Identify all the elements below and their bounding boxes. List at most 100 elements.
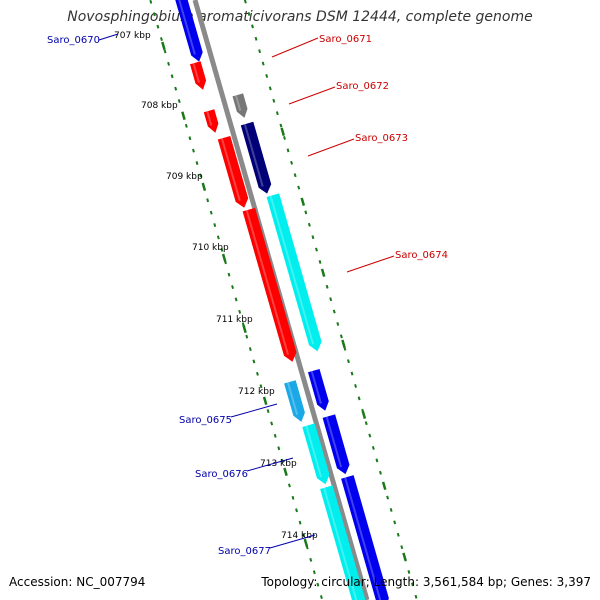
gene-feature-highlight	[310, 370, 322, 404]
tick-mark	[316, 582, 320, 587]
scale-label: 709 kbp	[166, 172, 203, 182]
tick-mark	[312, 570, 316, 575]
tick-marks	[149, 0, 418, 600]
gene-feature-arrow[interactable]	[232, 93, 248, 118]
tick-mark	[255, 371, 259, 376]
tick-mark	[277, 446, 281, 451]
gene-label[interactable]: Saro_0670	[47, 35, 100, 46]
tick-mark	[259, 384, 263, 389]
gene-feature-arrow[interactable]	[266, 193, 322, 352]
tick-mark	[156, 24, 160, 29]
length-label: Length:	[373, 575, 420, 589]
gene-label[interactable]: Saro_0675	[179, 415, 232, 426]
tick-mark	[307, 222, 311, 227]
scale-label: 708 kbp	[141, 101, 178, 111]
tick-mark-major	[280, 127, 286, 136]
gene-feature-highlight	[344, 477, 382, 600]
tick-mark-major	[320, 268, 326, 277]
gene-label[interactable]: Saro_0671	[319, 34, 372, 45]
gene-feature-highlight	[234, 95, 242, 111]
gene-feature-arrow[interactable]	[284, 380, 305, 422]
gene-feature-arrow[interactable]	[240, 121, 272, 194]
tick-mark	[245, 334, 249, 339]
gene-feature-arrow[interactable]	[203, 109, 219, 133]
gene-feature-highlight	[178, 0, 196, 55]
tick-mark	[414, 594, 418, 599]
tick-mark	[297, 185, 301, 190]
gene-feature-highlight	[325, 416, 343, 468]
tick-mark	[329, 297, 333, 302]
tick-mark	[258, 49, 262, 54]
tick-mark	[325, 284, 329, 289]
tick-mark	[270, 421, 274, 426]
gene-feature-arrow[interactable]	[322, 414, 350, 475]
gene-label[interactable]: Saro_0676	[195, 469, 248, 480]
gene-label-leader	[98, 33, 119, 41]
gene-label-leader	[307, 138, 355, 157]
gene-feature-arrow[interactable]	[174, 0, 203, 62]
tick-mark	[319, 595, 323, 600]
gene-feature-highlight	[305, 425, 323, 478]
scale-label: 714 kbp	[281, 531, 318, 541]
tick-mark	[192, 148, 195, 153]
length-value: 3,561,584 bp	[422, 575, 503, 589]
gene-feature-arrow[interactable]	[308, 369, 329, 411]
tick-mark	[248, 347, 252, 352]
tick-mark	[167, 61, 171, 66]
tick-mark	[315, 247, 318, 252]
tick-mark	[170, 74, 174, 79]
gene-label[interactable]: Saro_0673	[355, 133, 408, 144]
tick-mark	[298, 520, 302, 525]
tick-mark	[231, 285, 234, 290]
gene-feature-highlight	[192, 62, 200, 83]
tick-mark	[243, 0, 247, 4]
tick-mark	[336, 322, 340, 326]
tick-mark	[177, 99, 181, 104]
topology-value: circular	[321, 575, 366, 589]
scale-labels: 707 kbp 708 kbp 709 kbp 710 kbp 711 kbp 712 k…	[114, 31, 318, 541]
gene-feature-arrow[interactable]	[302, 423, 330, 485]
tick-mark	[295, 508, 298, 513]
tick-mark	[309, 557, 313, 562]
gene-feature-arrow[interactable]	[217, 136, 249, 208]
gene-feature-highlight	[243, 123, 264, 187]
gene-feature-arrow[interactable]	[320, 485, 367, 600]
tick-mark-major	[262, 396, 268, 406]
tick-mark	[209, 210, 213, 215]
tick-mark	[368, 433, 372, 438]
tick-mark	[252, 359, 256, 364]
gene-label[interactable]: Saro_0677	[218, 546, 271, 557]
tick-mark	[371, 446, 375, 450]
tick-mark	[213, 223, 217, 228]
tick-mark-major	[300, 197, 306, 206]
tick-mark-major	[361, 410, 367, 419]
tick-mark	[234, 297, 238, 302]
scale-label: 707 kbp	[114, 31, 151, 41]
tick-mark	[268, 86, 272, 91]
tick-mark	[149, 0, 153, 4]
tick-mark-major	[341, 339, 346, 348]
tick-mark	[318, 260, 322, 264]
tick-mark	[265, 74, 269, 78]
gene-feature-arrow[interactable]	[341, 475, 389, 600]
tick-mark	[290, 160, 294, 165]
gene-label[interactable]: Saro_0674	[395, 250, 448, 261]
tick-mark	[332, 309, 336, 314]
tick-mark	[343, 346, 347, 351]
gene-feature-arrow[interactable]	[242, 207, 297, 362]
gene-labels: Saro_0670 Saro_0671 Saro_0672 Saro_0673 Saro…	[47, 33, 448, 557]
tick-mark	[251, 24, 254, 29]
gene-label-leader	[288, 86, 336, 105]
tick-mark	[407, 570, 411, 574]
tick-mark	[273, 433, 277, 438]
gene-feature-highlight	[323, 487, 358, 600]
tick-mark-major	[242, 324, 247, 334]
tick-mark	[389, 508, 393, 512]
tick-mark	[216, 235, 220, 240]
gene-label-leader	[246, 457, 294, 472]
gene-feature-arrow[interactable]	[190, 61, 207, 90]
tick-mark	[188, 136, 192, 141]
gene-label[interactable]: Saro_0672	[336, 81, 389, 92]
tick-mark	[247, 12, 251, 16]
